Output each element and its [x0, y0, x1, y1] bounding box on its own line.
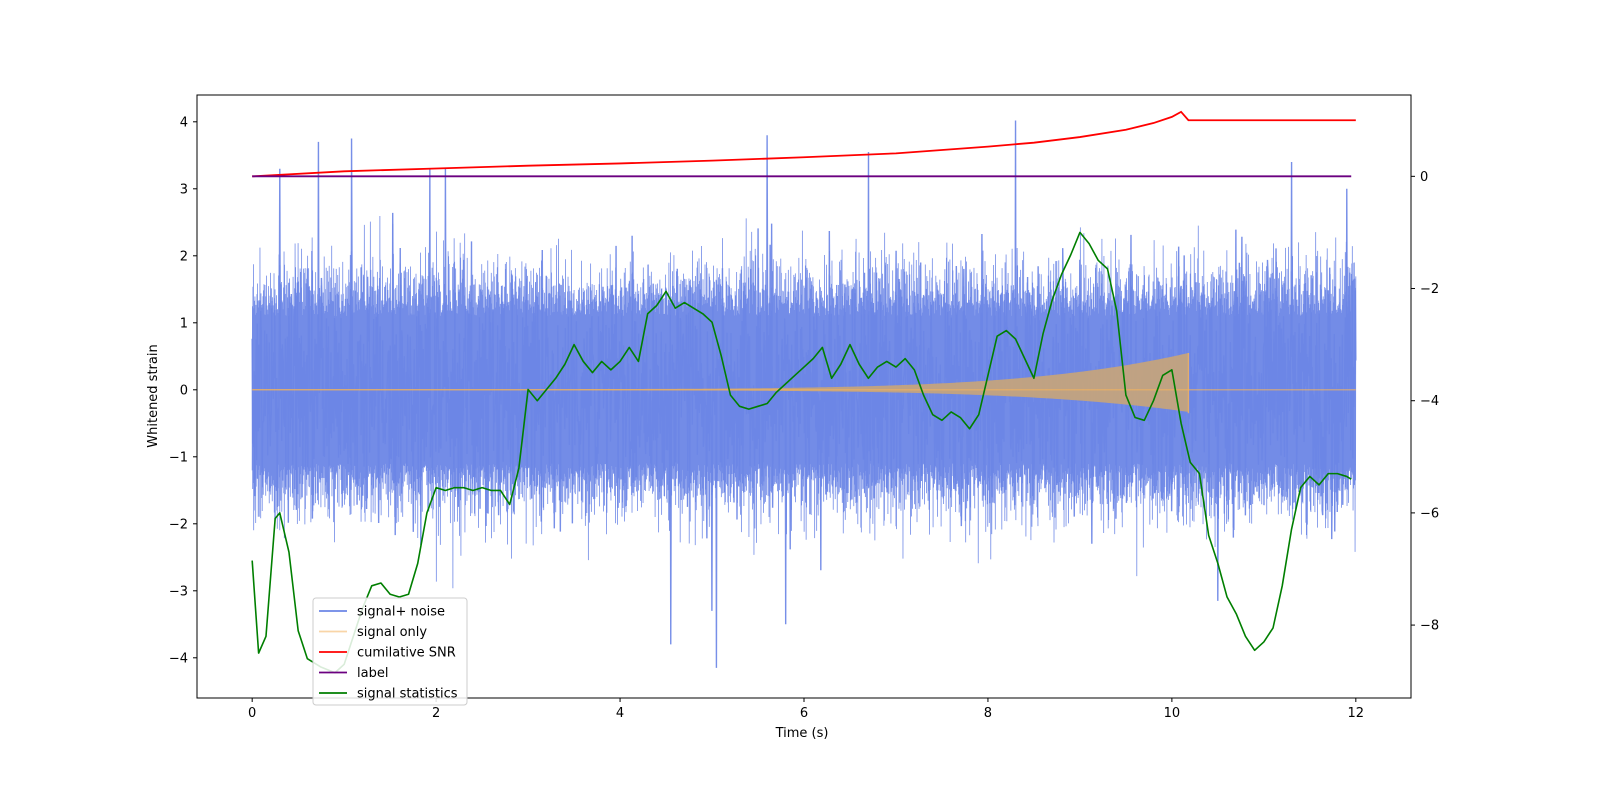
x-tick-label: 4: [616, 706, 624, 721]
series-cumulative-snr: [252, 110, 1356, 178]
legend: signal+ noise signal only cumilative SNR la…: [312, 597, 468, 706]
x-tick-label: 10: [1164, 706, 1181, 721]
legend-label: label: [357, 666, 388, 681]
y-tick-label: 1: [180, 316, 188, 331]
y-right-tick-label: −8: [1420, 619, 1439, 634]
series-signal-only-envelope: [252, 352, 1189, 412]
y-right-tick-label: −2: [1420, 282, 1439, 297]
legend-label: signal+ noise: [357, 605, 445, 620]
y-tick-label: 2: [180, 249, 188, 264]
series-signal-statistics: [251, 231, 1352, 674]
legend-label: signal only: [357, 625, 427, 640]
plot-area: [251, 110, 1357, 674]
legend-label: signal statistics: [357, 687, 458, 702]
y-tick-label: 3: [180, 182, 188, 197]
x-axis-label: Time (s): [775, 726, 829, 741]
series-signal-noise-band: [251, 216, 1357, 589]
x-tick-label: 12: [1348, 706, 1365, 721]
y-tick-label: −4: [169, 651, 188, 666]
y-right-tick-label: −6: [1420, 506, 1439, 521]
y-tick-label: −3: [169, 584, 188, 599]
x-tick-label: 8: [984, 706, 992, 721]
y-tick-label: −1: [169, 450, 188, 465]
legend-label: cumilative SNR: [357, 646, 456, 661]
y-axis-label: Whitened strain: [146, 344, 161, 447]
legend-frame: [312, 597, 468, 706]
x-tick-label: 6: [800, 706, 808, 721]
y-tick-label: −2: [169, 517, 188, 532]
y-tick-label: 4: [180, 115, 188, 130]
y-right-tick-label: −4: [1420, 394, 1439, 409]
x-tick-label: 2: [432, 706, 440, 721]
y-tick-label: 0: [180, 383, 188, 398]
x-tick-label: 0: [248, 706, 256, 721]
y-right-tick-label: 0: [1420, 170, 1428, 185]
